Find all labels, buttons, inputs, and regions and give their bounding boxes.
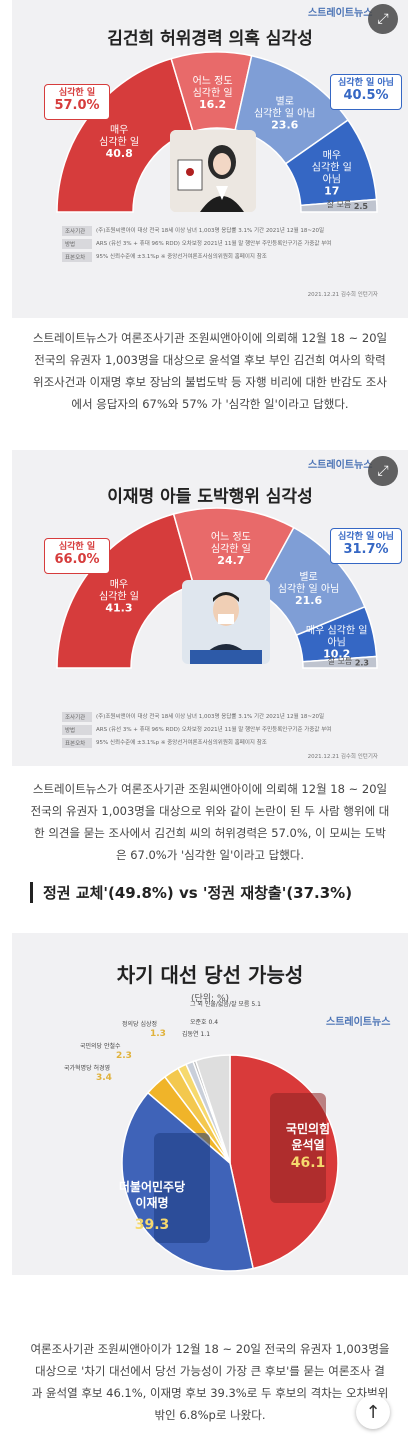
slice-value-2: 24.7 [217, 554, 244, 567]
callout-serious: 심각한 일 66.0% [44, 538, 110, 574]
scroll-to-top-button[interactable]: ↑ [356, 1395, 390, 1429]
callout-not-serious: 심각한 일 아님 31.7% [330, 528, 402, 564]
chart-slice-5 [301, 655, 378, 669]
label-yoon-party: 국민의힘 [286, 1121, 330, 1136]
callout-serious: 심각한 일 57.0% [44, 84, 110, 120]
article-paragraph-1: 스트레이트뉴스가 여론조사기관 조원씨앤아이에 의뢰해 12월 18 ~ 20일… [32, 331, 388, 411]
chart-credit: 2021.12.21 김수희 인턴기자 [307, 754, 378, 760]
label-lee-party: 더불어민주당 [119, 1179, 185, 1194]
chart-panel-2: 스트레이트뉴스 ⤢ 이재명 아들 도박행위 심각성 (단위: %) 매우심각한 … [12, 450, 408, 766]
candidate-yoon-photo [270, 1093, 326, 1203]
slice-value-4: 17 [324, 185, 339, 198]
callout-not-serious: 심각한 일 아님 40.5% [330, 74, 402, 110]
slice-value-1: 41.3 [105, 602, 132, 615]
expand-icon[interactable]: ⤢ [368, 456, 398, 486]
slice-label-3: 별로 심각한 일 아님 [278, 571, 340, 595]
slice-label-2: 어느 정도 심각한 일 [193, 75, 233, 99]
value-ahn: 2.3 [116, 1051, 132, 1061]
brand-logo: 스트레이트뉴스 [308, 8, 373, 19]
chart-slice-1 [56, 513, 195, 669]
slice-value-3: 21.6 [295, 594, 322, 607]
slice-value-1: 40.8 [106, 147, 133, 160]
slice-label-1: 매우 심각한 일 [99, 579, 139, 603]
slice-value-5: 2.3 [355, 659, 369, 668]
slice-label-1: 매우 심각한 일 [99, 124, 139, 148]
slice-value-2: 16.2 [199, 98, 226, 111]
label-kim: 김동연 1.1 [182, 1031, 211, 1038]
brand-logo: 스트레이트뉴스 [308, 460, 373, 471]
chart-title: 김건희 허위경력 의혹 심각성 [107, 29, 313, 49]
label-lee-name: 이재명 [135, 1195, 168, 1210]
article-paragraph-3: 여론조사기관 조원씨앤아이가 12월 18 ~ 20일 전국의 유권자 1,00… [30, 1342, 390, 1422]
survey-info-table: 조사기관 (주)조원씨앤아이 대상 전국 18세 이상 남녀 1,003명 응답률… [62, 712, 362, 751]
chart-title: 이재명 아들 도박행위 심각성 [107, 487, 313, 507]
slice-label-3: 별로 심각한 일 아님 [254, 96, 316, 120]
pie-slice-8 [194, 1054, 231, 1164]
chart-title: 차기 대선 당선 가능성 [116, 963, 304, 987]
section-headline: 정권 교체'(49.8%) vs '정권 재창출'(37.3%) [30, 882, 352, 903]
label-sim: 정의당 심상정 [122, 1021, 158, 1028]
survey-info-table: 조사기관 (주)조원씨앤아이 대상 전국 18세 이상 남녀 1,003명 응답률… [62, 226, 362, 265]
chart-panel-1: 스트레이트뉴스 ⤢ 김건희 허위경력 의혹 심각성 (단위: %) 매우심각한 … [12, 0, 408, 318]
label-other: 그 외 인물/없음/잘 모름 5.1 [190, 1001, 261, 1008]
label-ahn: 국민의당 안철수 [80, 1043, 121, 1050]
slice-label-5: 잘 모름 [327, 200, 352, 209]
slice-label-5: 잘 모름 [328, 657, 353, 666]
photo-lee [182, 580, 270, 664]
brand-logo: 스트레이트뉴스 [326, 1017, 391, 1028]
slice-value-3: 23.6 [271, 119, 298, 132]
value-yoon: 46.1 [291, 1155, 326, 1171]
label-yoon-name: 윤석열 [291, 1137, 324, 1152]
candidate-lee-photo [154, 1133, 210, 1243]
expand-icon[interactable]: ⤢ [368, 4, 398, 34]
slice-value-5: 2.5 [354, 202, 369, 211]
slice-label-4: 매우 심각한 일 아님 [306, 625, 368, 649]
photo-kim [170, 130, 256, 212]
slice-value-4: 10.2 [323, 648, 350, 661]
value-sim: 1.3 [150, 1029, 166, 1039]
value-lee: 39.3 [135, 1217, 170, 1233]
chart-slice-1 [56, 57, 194, 213]
chart-panel-3: 차기 대선 당선 가능성 (단위: %) 스트레이트뉴스 국민의힘 윤석열 46.1… [12, 933, 408, 1275]
label-heo: 국가혁명당 허경영 [64, 1065, 111, 1072]
portrait-image [170, 130, 256, 212]
chart-slice-5 [299, 198, 378, 213]
value-heo: 3.4 [96, 1073, 112, 1083]
chart-unit: (단위: %) [190, 994, 230, 1004]
article-paragraph-2: 스트레이트뉴스가 여론조사기관 조원씨앤아이에 의뢰해 12월 18 ~ 20일… [30, 782, 390, 862]
slice-label-2: 어느 정도 심각한 일 [211, 531, 251, 555]
portrait-image [182, 580, 270, 664]
slice-label-4: 매우 심각한 일 아님 [312, 150, 352, 186]
chart-credit: 2021.12.21 김수희 인턴기자 [307, 292, 378, 298]
label-oh: 오준호 0.4 [190, 1019, 219, 1026]
